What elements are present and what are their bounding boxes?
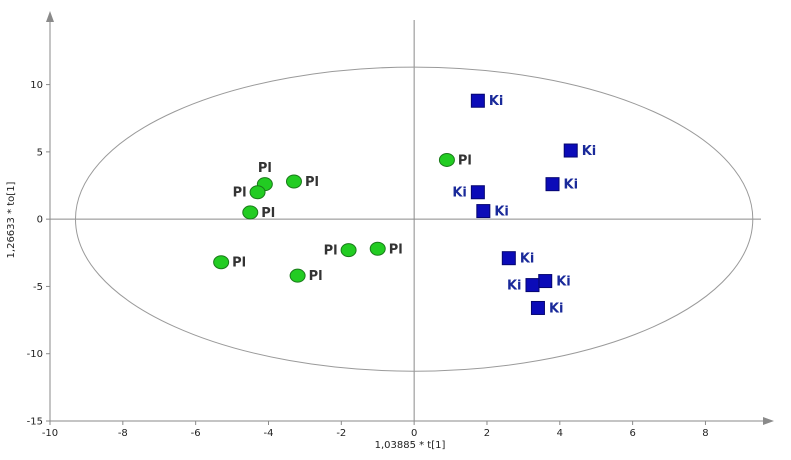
data-point-group: Pl [438,152,472,168]
y-tick-label: -15 [27,417,43,428]
x-tick-label: 4 [557,428,563,439]
data-point-group: Pl [256,161,273,192]
data-point-group: Ki [530,300,564,316]
y-tick-label: 0 [37,215,43,226]
data-point-group: Ki [563,143,597,159]
data-point-label: Ki [556,275,571,290]
data-point-square [525,278,540,293]
ellipse-layer [74,66,754,372]
data-point-label: Pl [324,244,338,259]
data-point-label: Ki [452,186,467,201]
y-axis-arrow [46,11,54,22]
data-point-square [470,185,485,200]
data-point-circle [285,174,302,189]
data-point-group: Ki [545,177,579,193]
x-tick-label: -4 [263,428,273,439]
data-point-label: Pl [232,256,246,271]
data-point-group: Ki [507,278,540,294]
data-point-label: Ki [564,178,579,193]
data-point-circle [213,255,230,270]
data-point-label: Pl [233,186,247,201]
x-tick-label: 8 [702,428,708,439]
data-point-square [538,274,553,289]
data-point-group: Ki [501,251,535,267]
y-tick-label: 10 [30,80,43,91]
x-tick-label: -10 [42,428,58,439]
data-point-label: Pl [309,269,323,284]
data-point-circle [438,152,455,167]
data-point-group: Pl [242,205,275,221]
data-point-square [545,177,560,192]
y-tick-label: -5 [33,282,43,293]
y-tick-label: 5 [37,147,43,158]
data-point-label: Pl [458,153,472,168]
data-point-group: Ki [538,274,571,290]
data-point-square [476,204,491,219]
data-point-group: Ki [452,185,485,201]
data-point-label: Ki [520,252,535,267]
data-point-group: Ki [470,93,504,109]
y-tick-label: -10 [27,349,43,360]
data-point-circle [289,268,306,283]
data-point-circle [249,185,266,200]
data-point-group: Pl [233,185,266,201]
data-point-square [501,251,516,266]
x-tick-label: 0 [411,428,417,439]
data-point-group: Pl [324,243,357,259]
confidence-ellipse [74,66,754,372]
x-tick-label: -6 [191,428,201,439]
x-tick-label: -2 [336,428,346,439]
data-point-label: Pl [258,161,272,176]
data-point-circle [369,241,386,256]
data-point-label: Ki [549,301,564,316]
x-tick-label: -8 [118,428,128,439]
data-point-label: Ki [582,144,597,159]
data-point-circle [340,243,357,258]
data-point-group: Pl [285,174,319,190]
data-point-label: Pl [389,242,403,257]
data-point-group: Pl [369,241,403,257]
data-point-label: Ki [494,205,509,220]
x-tick-label: 2 [484,428,490,439]
data-point-group: Pl [289,268,323,284]
data-point-label: Ki [507,279,522,294]
data-point-label: Pl [261,206,275,221]
data-point-group: Pl [213,255,246,271]
y-axis-title: 1,26633 * to[1] [6,181,17,258]
data-point-square [470,93,485,108]
data-point-square [530,300,545,315]
data-point-group: Ki [476,204,509,220]
x-tick-label: 6 [629,428,635,439]
data-point-square [563,143,578,158]
data-point-circle [242,205,259,220]
data-point-label: Pl [305,175,319,190]
x-axis-arrow [763,417,774,425]
data-point-label: Ki [489,94,504,109]
x-axis-title: 1,03885 * t[1] [375,440,446,451]
